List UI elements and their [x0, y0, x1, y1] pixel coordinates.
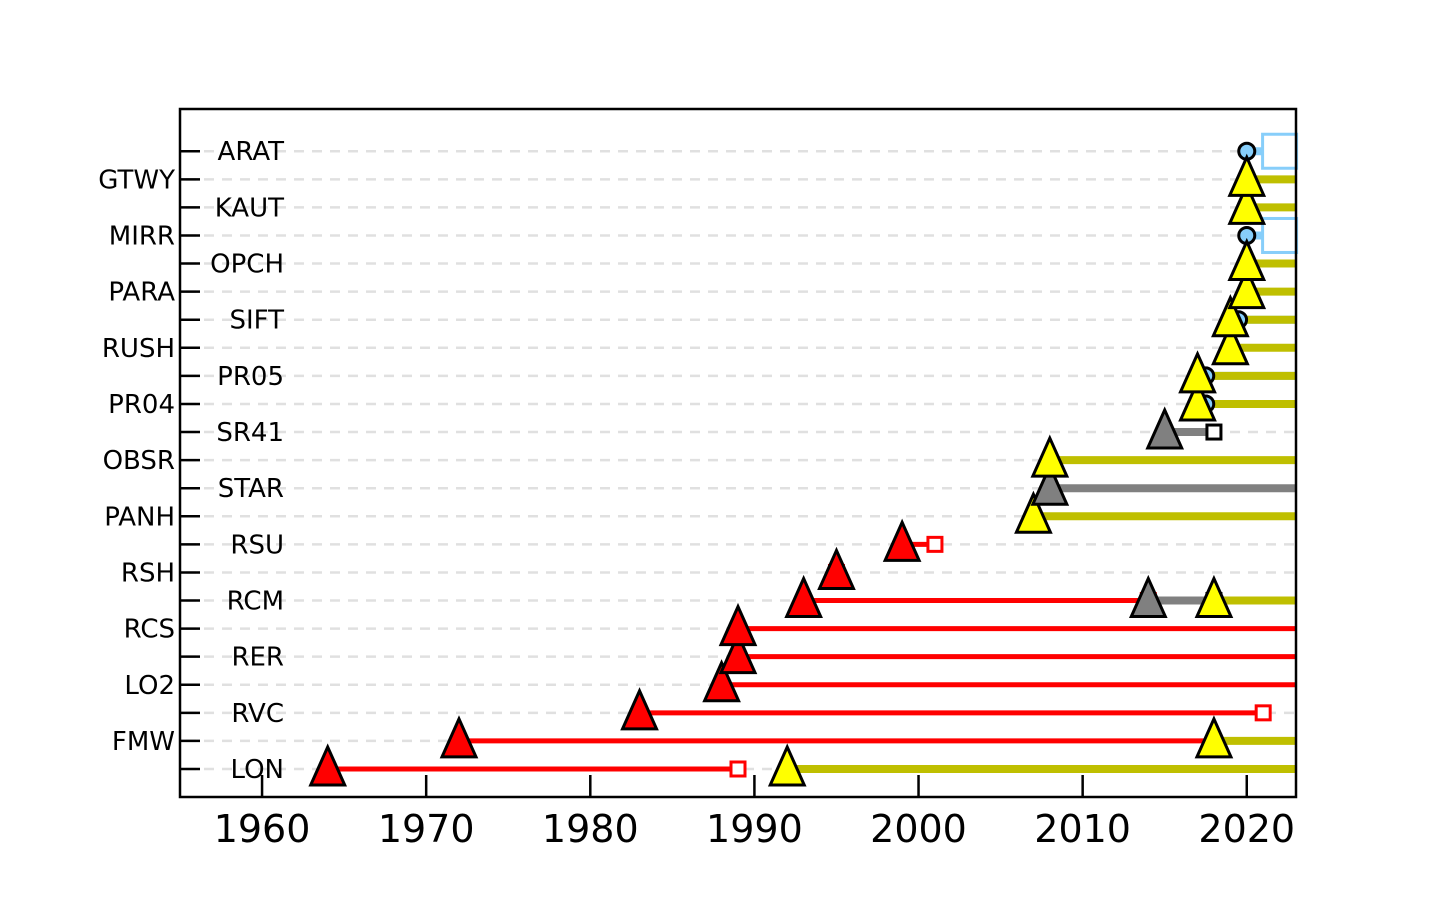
markers — [308, 132, 1299, 787]
x-tick-label-2010: 2010 — [1034, 807, 1131, 851]
end-square-mirr-26 — [1261, 216, 1299, 254]
start-triangle-sift-23 — [1211, 294, 1250, 338]
y-tick-label-rcm: RCM — [227, 587, 284, 617]
end-square-rsu-12 — [926, 535, 944, 553]
start-triangle-rcm-10 — [1194, 574, 1234, 619]
start-triangle-panh-13 — [1014, 490, 1053, 534]
x-tick-label-2000: 2000 — [870, 807, 967, 851]
start-triangle-rush-21 — [1211, 322, 1250, 366]
start-triangle-fmw-2 — [439, 715, 479, 759]
y-tick-label-pr04: PR04 — [108, 390, 175, 420]
start-triangle-opch-25 — [1227, 237, 1267, 282]
x-tick-label-1990: 1990 — [706, 807, 803, 851]
start-triangle-rsh-11 — [817, 546, 856, 590]
plot-frame — [178, 107, 1298, 799]
y-tick-label-rvc: RVC — [231, 699, 284, 729]
y-tick-label-rush: RUSH — [102, 334, 175, 364]
start-triangle-rcs-7 — [718, 602, 758, 647]
start-triangle-para-24 — [1227, 265, 1267, 310]
y-tick-label-star: STAR — [218, 474, 284, 504]
y-tick-label-sr41: SR41 — [216, 418, 284, 448]
start-triangle-lon-1 — [767, 743, 807, 787]
start-triangle-rer-6 — [718, 631, 758, 675]
y-tick-label-pr05: PR05 — [217, 362, 284, 392]
y-tick-label-arat: ARAT — [218, 137, 285, 167]
start-triangle-lon-0 — [308, 743, 348, 787]
end-square-lon-0 — [729, 760, 747, 778]
y-tick-label-para: PARA — [108, 278, 175, 308]
start-triangle-rvc-4 — [620, 687, 659, 731]
start-triangle-fmw-3 — [1194, 715, 1234, 759]
start-triangle-kaut-27 — [1227, 181, 1267, 225]
y-tick-label-opch: OPCH — [210, 250, 284, 280]
y-tick-label-sift: SIFT — [229, 306, 284, 336]
x-axis-ticks: 1960 1970 1980 1990 2000 2010 2020 — [214, 775, 1295, 851]
y-tick-label-mirr: MIRR — [109, 221, 175, 251]
x-tick-label-2020: 2020 — [1198, 807, 1295, 851]
y-tick-label-lo2: LO2 — [124, 671, 175, 701]
y-tick-label-rsh: RSH — [121, 558, 175, 588]
y-tick-label-fmw: FMW — [112, 727, 175, 757]
start-triangle-pr05-20 — [1178, 350, 1217, 394]
start-triangle-rcm-8 — [784, 574, 823, 619]
segments — [327, 147, 1296, 773]
start-triangle-sr41-16 — [1145, 406, 1185, 450]
y-tick-label-rsu: RSU — [230, 530, 284, 560]
start-triangle-rsu-12 — [882, 518, 922, 562]
y-tick-label-rer: RER — [231, 643, 284, 673]
x-tick-label-1960: 1960 — [214, 807, 311, 851]
start-triangle-rcm-9 — [1128, 574, 1168, 619]
start-triangle-obsr-15 — [1030, 434, 1070, 478]
start-triangle-pr04-18 — [1178, 378, 1217, 422]
end-square-arat-29 — [1261, 132, 1299, 170]
y-tick-label-lon: LON — [231, 755, 284, 785]
y-tick-label-kaut: KAUT — [215, 193, 284, 223]
y-tick-label-gtwy: GTWY — [98, 165, 175, 195]
start-triangle-star-14 — [1030, 462, 1070, 506]
y-axis-ticks: LON FMW RVC LO2 RER RCS RCM RSH RSU PANH STAR OBSR S… — [98, 137, 284, 785]
end-square-rvc-4 — [1254, 704, 1272, 722]
end-square-sr41-16 — [1205, 423, 1223, 441]
y-tick-label-panh: PANH — [104, 502, 175, 532]
start-triangle-lo2-5 — [702, 659, 741, 703]
y-tick-label-obsr: OBSR — [103, 446, 175, 476]
x-tick-label-1970: 1970 — [378, 807, 475, 851]
x-tick-label-1980: 1980 — [542, 807, 639, 851]
start-triangle-gtwy-28 — [1227, 153, 1267, 197]
y-tick-label-rcs: RCS — [124, 615, 175, 645]
